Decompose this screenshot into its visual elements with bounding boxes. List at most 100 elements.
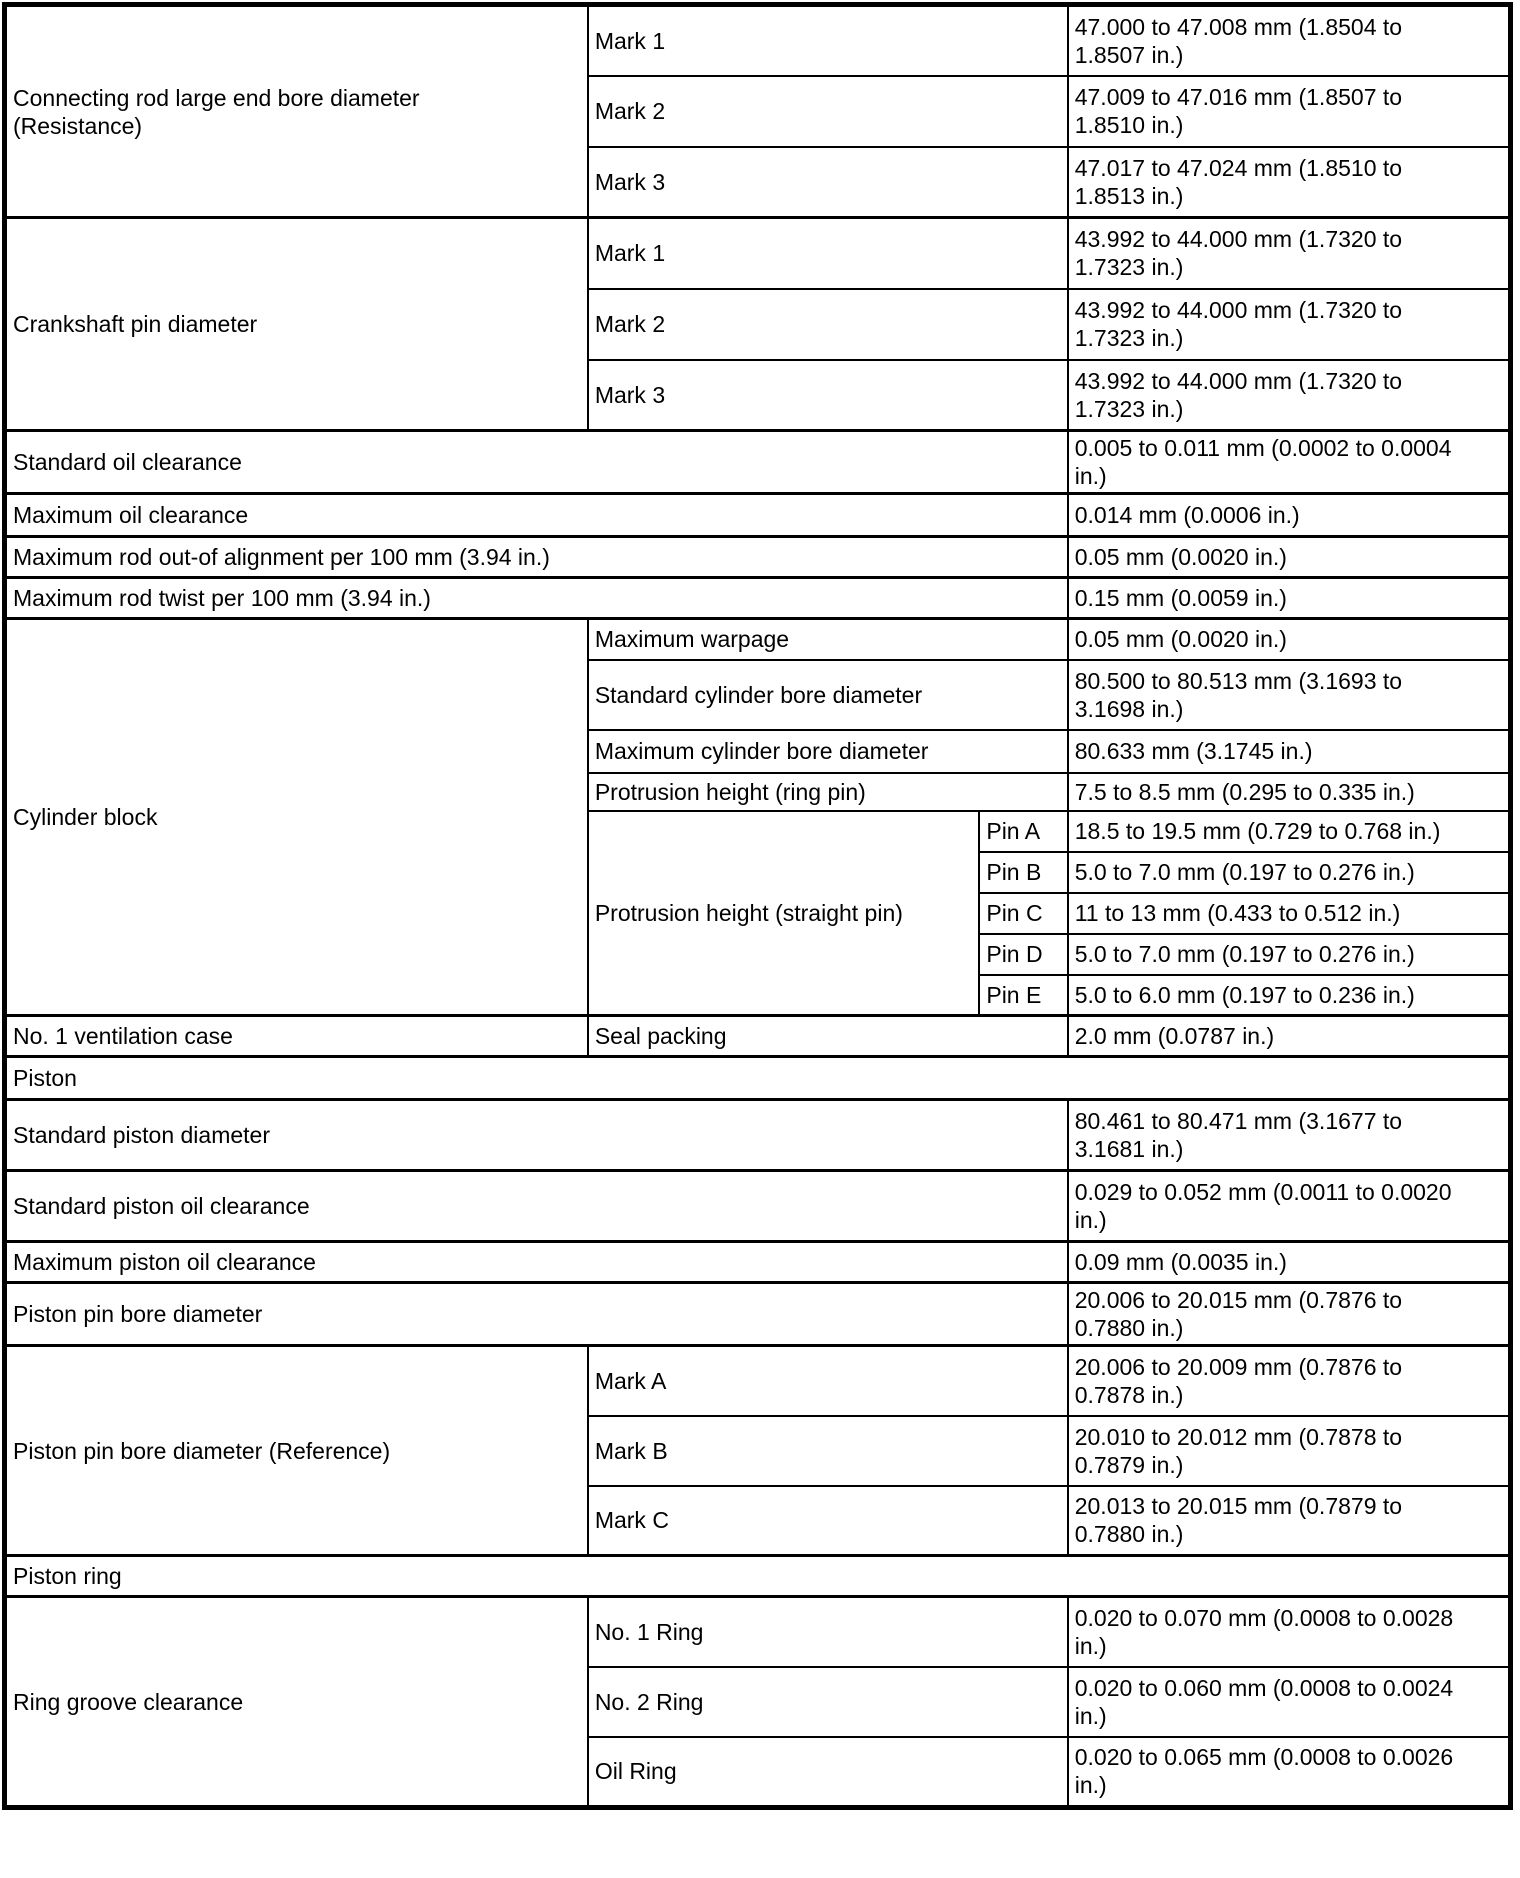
spec-row: Maximum oil clearance 0.014 mm (0.0006 i… [3, 492, 1512, 538]
value-cell: 20.006 to 20.015 mm (0.7876 to 0.7880 in… [1066, 1281, 1512, 1347]
sub-label-cell: Protrusion height (straight pin) [586, 809, 981, 1017]
spec-row: Oil Ring 0.020 to 0.065 mm (0.0008 to 0.… [5, 1735, 1512, 1809]
value-cell: 0.020 to 0.070 mm (0.0008 to 0.0028 in.) [1066, 1595, 1512, 1668]
spec-row: Mark C 20.013 to 20.015 mm (0.7879 to 0.… [5, 1484, 1512, 1557]
value-cell: 43.992 to 44.000 mm (1.7320 to 1.7323 in… [1066, 358, 1512, 432]
pin-label-cell: Pin C [978, 891, 1069, 935]
sub-label-cell: Mark 2 [586, 287, 1069, 361]
sub-label-cell: Seal packing [586, 1014, 1069, 1058]
spec-row: Pin C 11 to 13 mm (0.433 to 0.512 in.) [5, 891, 1512, 935]
value-cell: 11 to 13 mm (0.433 to 0.512 in.) [1066, 891, 1512, 935]
spec-row: No. 2 Ring 0.020 to 0.060 mm (0.0008 to … [5, 1665, 1512, 1738]
section-header-cell: Piston ring [3, 1554, 1512, 1598]
value-cell: 5.0 to 7.0 mm (0.197 to 0.276 in.) [1066, 850, 1512, 894]
spec-row: Cylinder block Maximum warpage 0.05 mm (… [3, 617, 1512, 1017]
spec-row: Maximum rod twist per 100 mm (3.94 in.) … [3, 576, 1512, 620]
pin-label-cell: Pin B [978, 850, 1069, 894]
spec-row: Protrusion height (ring pin) 7.5 to 8.5 … [5, 771, 1512, 812]
sub-label-cell: Mark 3 [586, 145, 1069, 219]
pin-label-cell: Pin E [978, 973, 1069, 1017]
value-cell: 80.500 to 80.513 mm (3.1693 to 3.1698 in… [1066, 658, 1512, 731]
value-cell: 0.020 to 0.065 mm (0.0008 to 0.0026 in.) [1066, 1735, 1512, 1809]
spec-row: Pin E 5.0 to 6.0 mm (0.197 to 0.236 in.) [5, 973, 1512, 1017]
row-label-cell: Piston pin bore diameter [3, 1281, 1069, 1347]
sub-label-cell: Oil Ring [586, 1735, 1069, 1809]
sub-label-cell: Mark 2 [586, 74, 1069, 148]
value-cell: 0.020 to 0.060 mm (0.0008 to 0.0024 in.) [1066, 1665, 1512, 1738]
spec-row: Ring groove clearance No. 1 Ring 0.020 t… [3, 1595, 1512, 1809]
value-cell: 47.000 to 47.008 mm (1.8504 to 1.8507 in… [1066, 3, 1512, 77]
spec-row: Maximum cylinder bore diameter 80.633 mm… [5, 728, 1512, 774]
value-cell: 20.013 to 20.015 mm (0.7879 to 0.7880 in… [1066, 1484, 1512, 1557]
spec-table: Connecting rod large end bore diameter (… [2, 2, 1513, 1810]
row-label-cell: Piston pin bore diameter (Reference) [3, 1344, 589, 1557]
spec-row: Piston pin bore diameter (Reference) Mar… [3, 1344, 1512, 1557]
value-cell: 5.0 to 7.0 mm (0.197 to 0.276 in.) [1066, 932, 1512, 976]
sub-label-cell: Standard cylinder bore diameter [586, 658, 1069, 731]
value-cell: 0.05 mm (0.0020 in.) [1066, 535, 1512, 579]
row-label-cell: Ring groove clearance [3, 1595, 589, 1809]
value-cell: 5.0 to 6.0 mm (0.197 to 0.236 in.) [1066, 973, 1512, 1017]
spec-row: Mark 2 47.009 to 47.016 mm (1.8507 to 1.… [5, 74, 1512, 148]
value-cell: 0.014 mm (0.0006 in.) [1066, 492, 1512, 538]
spec-row: Mark 2 43.992 to 44.000 mm (1.7320 to 1.… [5, 287, 1512, 361]
row-label-cell: Standard oil clearance [3, 429, 1069, 495]
spec-row: Standard piston oil clearance 0.029 to 0… [3, 1169, 1512, 1243]
value-cell: 0.029 to 0.052 mm (0.0011 to 0.0020 in.) [1066, 1169, 1512, 1243]
row-label-cell: Maximum oil clearance [3, 492, 1069, 538]
row-label-cell: Connecting rod large end bore diameter (… [3, 3, 589, 219]
sub-label-cell: Maximum cylinder bore diameter [586, 728, 1069, 774]
spec-row: No. 1 ventilation case Seal packing 2.0 … [3, 1014, 1512, 1058]
row-label-cell: Cylinder block [3, 617, 589, 1017]
row-label-cell: Maximum piston oil clearance [3, 1240, 1069, 1284]
spec-row: Standard cylinder bore diameter 80.500 t… [5, 658, 1512, 731]
spec-row: Maximum piston oil clearance 0.09 mm (0.… [3, 1240, 1512, 1284]
value-cell: 18.5 to 19.5 mm (0.729 to 0.768 in.) [1066, 809, 1512, 853]
pin-label-cell: Pin A [978, 809, 1069, 853]
section-row: Piston [3, 1055, 1512, 1101]
spec-row: Pin D 5.0 to 7.0 mm (0.197 to 0.276 in.) [5, 932, 1512, 976]
section-header-cell: Piston [3, 1055, 1512, 1101]
spec-row: Connecting rod large end bore diameter (… [3, 3, 1512, 219]
value-cell: 0.005 to 0.011 mm (0.0002 to 0.0004 in.) [1066, 429, 1512, 495]
spec-row: Mark 3 47.017 to 47.024 mm (1.8510 to 1.… [5, 145, 1512, 219]
sub-label-cell: No. 1 Ring [586, 1595, 1069, 1668]
sub-label-cell: No. 2 Ring [586, 1665, 1069, 1738]
sub-label-cell: Mark 1 [586, 3, 1069, 77]
spec-row: Standard oil clearance 0.005 to 0.011 mm… [3, 429, 1512, 495]
row-label-cell: Crankshaft pin diameter [3, 216, 589, 432]
spec-row: Crankshaft pin diameter Mark 1 43.992 to… [3, 216, 1512, 432]
section-row: Piston ring [3, 1554, 1512, 1598]
value-cell: 43.992 to 44.000 mm (1.7320 to 1.7323 in… [1066, 287, 1512, 361]
spec-row: Protrusion height (straight pin) Pin A 1… [5, 809, 1512, 1017]
value-cell: 47.009 to 47.016 mm (1.8507 to 1.8510 in… [1066, 74, 1512, 148]
spec-row: Standard piston diameter 80.461 to 80.47… [3, 1098, 1512, 1172]
value-cell: 0.05 mm (0.0020 in.) [1066, 617, 1512, 661]
row-label-cell: Maximum rod twist per 100 mm (3.94 in.) [3, 576, 1069, 620]
sub-label-cell: Mark B [586, 1414, 1069, 1487]
spec-row: Mark 3 43.992 to 44.000 mm (1.7320 to 1.… [5, 358, 1512, 432]
row-label-cell: Standard piston diameter [3, 1098, 1069, 1172]
value-cell: 80.461 to 80.471 mm (3.1677 to 3.1681 in… [1066, 1098, 1512, 1172]
spec-row: Pin B 5.0 to 7.0 mm (0.197 to 0.276 in.) [5, 850, 1512, 894]
sub-label-cell: Protrusion height (ring pin) [586, 771, 1069, 812]
sub-label-cell: Maximum warpage [586, 617, 1069, 661]
row-label-cell: Maximum rod out-of alignment per 100 mm … [3, 535, 1069, 579]
value-cell: 20.006 to 20.009 mm (0.7876 to 0.7878 in… [1066, 1344, 1512, 1417]
sub-label-cell: Mark 3 [586, 358, 1069, 432]
row-label-cell: Standard piston oil clearance [3, 1169, 1069, 1243]
value-cell: 80.633 mm (3.1745 in.) [1066, 728, 1512, 774]
spec-row: Maximum rod out-of alignment per 100 mm … [3, 535, 1512, 579]
value-cell: 2.0 mm (0.0787 in.) [1066, 1014, 1512, 1058]
value-cell: 7.5 to 8.5 mm (0.295 to 0.335 in.) [1066, 771, 1512, 812]
value-cell: 0.15 mm (0.0059 in.) [1066, 576, 1512, 620]
value-cell: 47.017 to 47.024 mm (1.8510 to 1.8513 in… [1066, 145, 1512, 219]
value-cell: 43.992 to 44.000 mm (1.7320 to 1.7323 in… [1066, 216, 1512, 290]
sub-label-cell: Mark C [586, 1484, 1069, 1557]
value-cell: 0.09 mm (0.0035 in.) [1066, 1240, 1512, 1284]
pin-label-cell: Pin D [978, 932, 1069, 976]
spec-row: Mark B 20.010 to 20.012 mm (0.7878 to 0.… [5, 1414, 1512, 1487]
sub-label-cell: Mark A [586, 1344, 1069, 1417]
spec-row: Piston pin bore diameter 20.006 to 20.01… [3, 1281, 1512, 1347]
